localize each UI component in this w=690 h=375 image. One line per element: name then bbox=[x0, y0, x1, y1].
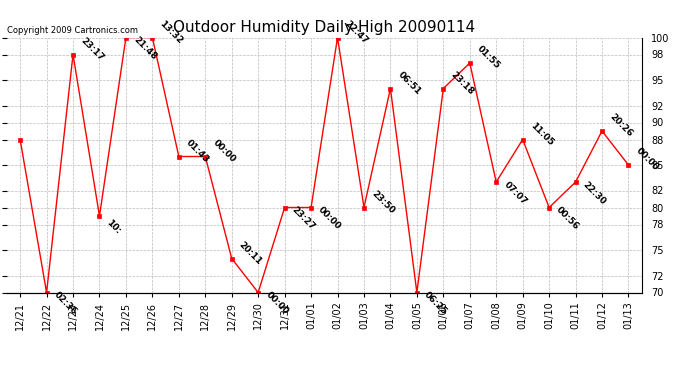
Text: 22:30: 22:30 bbox=[581, 180, 608, 206]
Text: 01:43: 01:43 bbox=[184, 138, 211, 164]
Title: Outdoor Humidity Daily High 20090114: Outdoor Humidity Daily High 20090114 bbox=[173, 20, 475, 35]
Text: Copyright 2009 Cartronics.com: Copyright 2009 Cartronics.com bbox=[7, 26, 138, 35]
Text: 20:11: 20:11 bbox=[237, 240, 264, 266]
Text: 06:25: 06:25 bbox=[422, 290, 449, 317]
Text: 20:26: 20:26 bbox=[608, 112, 634, 139]
Text: 07:07: 07:07 bbox=[502, 180, 529, 206]
Text: 10:: 10: bbox=[105, 218, 123, 236]
Text: 00:56: 00:56 bbox=[555, 206, 581, 232]
Text: 21:48: 21:48 bbox=[132, 35, 158, 62]
Text: 02:36: 02:36 bbox=[52, 290, 79, 317]
Text: 23:27: 23:27 bbox=[290, 205, 317, 232]
Text: 23:50: 23:50 bbox=[370, 189, 396, 215]
Text: 00:00: 00:00 bbox=[264, 291, 290, 317]
Text: 00:00: 00:00 bbox=[317, 206, 343, 232]
Text: 06:51: 06:51 bbox=[396, 70, 422, 96]
Text: 00:00: 00:00 bbox=[211, 138, 237, 164]
Text: 13:32: 13:32 bbox=[158, 19, 184, 45]
Text: 22:47: 22:47 bbox=[343, 18, 370, 45]
Text: 00:00: 00:00 bbox=[634, 146, 660, 172]
Text: 01:55: 01:55 bbox=[475, 44, 502, 71]
Text: 23:17: 23:17 bbox=[79, 36, 106, 62]
Text: 23:18: 23:18 bbox=[449, 70, 475, 96]
Text: 11:05: 11:05 bbox=[529, 121, 555, 147]
